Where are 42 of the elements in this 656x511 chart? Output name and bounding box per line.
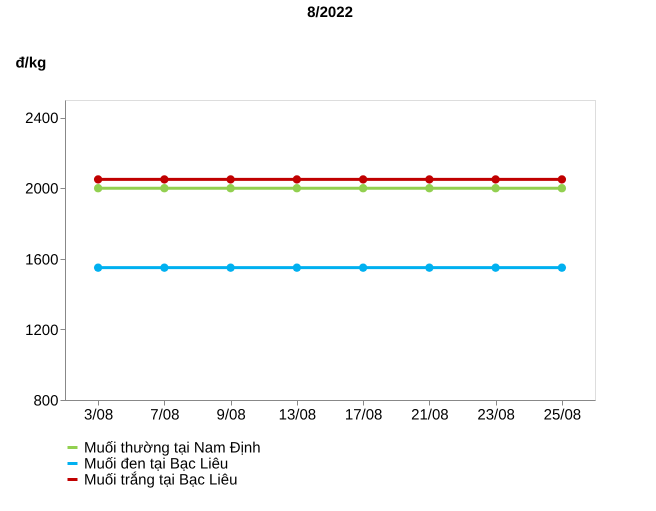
point xyxy=(160,263,169,272)
point xyxy=(425,263,434,272)
x-tick-label: 17/08 xyxy=(344,406,382,424)
point xyxy=(358,175,368,184)
x-tick-label: 21/08 xyxy=(411,406,449,424)
chart-title: 8/2022 xyxy=(307,4,353,21)
legend-label: Muối trắng tại Bạc Liêu xyxy=(84,470,238,488)
point xyxy=(226,263,235,272)
point xyxy=(425,184,434,192)
point xyxy=(292,184,302,192)
point xyxy=(160,175,169,184)
point xyxy=(558,263,566,272)
point xyxy=(558,184,566,192)
point xyxy=(94,175,102,184)
x-tick-label: 13/08 xyxy=(278,406,316,424)
y-tick-label: 800 xyxy=(33,392,58,410)
point xyxy=(292,263,302,272)
point xyxy=(491,263,500,272)
point xyxy=(292,175,302,184)
y-tick-label: 2000 xyxy=(25,180,58,198)
x-tick-label: 3/08 xyxy=(84,406,114,424)
y-tick-label: 1600 xyxy=(25,251,58,268)
point xyxy=(491,175,500,184)
x-tick-label: 7/08 xyxy=(150,406,180,424)
point xyxy=(226,184,235,192)
point xyxy=(358,263,368,272)
y-axis-title: đ/kg xyxy=(16,54,46,72)
legend-label: Muối đen tại Bạc Liêu xyxy=(84,456,228,472)
x-tick-label: 23/08 xyxy=(477,406,515,424)
y-tick-label: 2400 xyxy=(25,110,58,128)
point xyxy=(425,175,434,184)
point xyxy=(94,184,102,192)
x-tick-label: 9/08 xyxy=(216,406,246,424)
point xyxy=(226,175,235,184)
y-tick-label: 1200 xyxy=(25,322,58,339)
point xyxy=(94,263,102,272)
point xyxy=(558,175,566,184)
point xyxy=(358,184,368,192)
point xyxy=(491,184,500,192)
point xyxy=(160,184,169,192)
x-tick-label: 25/08 xyxy=(544,406,582,424)
legend-label: Muối thường tại Nam Định xyxy=(84,440,261,456)
